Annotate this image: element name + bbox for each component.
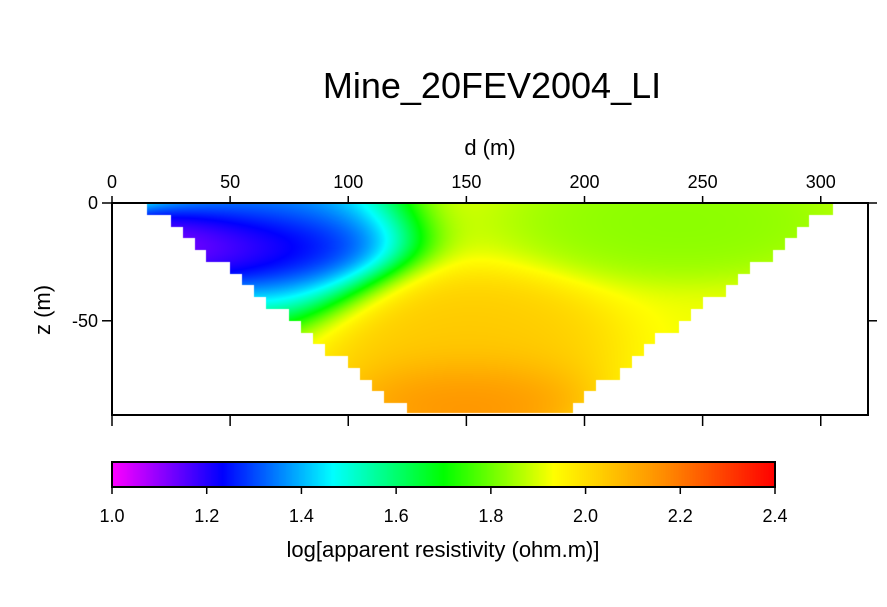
x-axis-label: d (m) [464, 135, 515, 160]
y-axis-label: z (m) [30, 285, 55, 335]
colorbar-tick-label: 1.6 [384, 506, 409, 526]
colorbar-tick-label: 1.2 [194, 506, 219, 526]
x-tick-label: 200 [569, 172, 599, 192]
x-tick-label: 150 [451, 172, 481, 192]
x-tick-label: 100 [333, 172, 363, 192]
x-tick-label: 50 [220, 172, 240, 192]
colorbar-tick-label: 1.8 [478, 506, 503, 526]
plot-frame [111, 202, 869, 416]
colorbar-label: log[apparent resistivity (ohm.m)] [287, 537, 600, 562]
colorbar-frame [111, 461, 776, 488]
resistivity-section [112, 203, 868, 415]
colorbar-tick-label: 2.4 [762, 506, 787, 526]
x-tick-label: 250 [688, 172, 718, 192]
x-tick-label: 300 [806, 172, 836, 192]
colorbar-tick-label: 1.4 [289, 506, 314, 526]
y-ticks: 0 -50 [72, 193, 877, 331]
colorbar-tick-label: 2.0 [573, 506, 598, 526]
colorbar-tick-label: 1.0 [99, 506, 124, 526]
colorbar [112, 462, 775, 487]
x-ticks-bottom [111, 415, 822, 426]
x-ticks-top: 0 50 100 150 200 250 300 [107, 172, 836, 203]
colorbar-tick-label: 2.2 [668, 506, 693, 526]
y-tick-label: -50 [72, 311, 98, 331]
colorbar-ticks: 1.0 1.2 1.4 1.6 1.8 2.0 2.2 2.4 [99, 487, 788, 526]
chart-title: Mine_20FEV2004_LI [323, 65, 661, 106]
x-tick-label: 0 [107, 172, 117, 192]
y-tick-label: 0 [88, 193, 98, 213]
